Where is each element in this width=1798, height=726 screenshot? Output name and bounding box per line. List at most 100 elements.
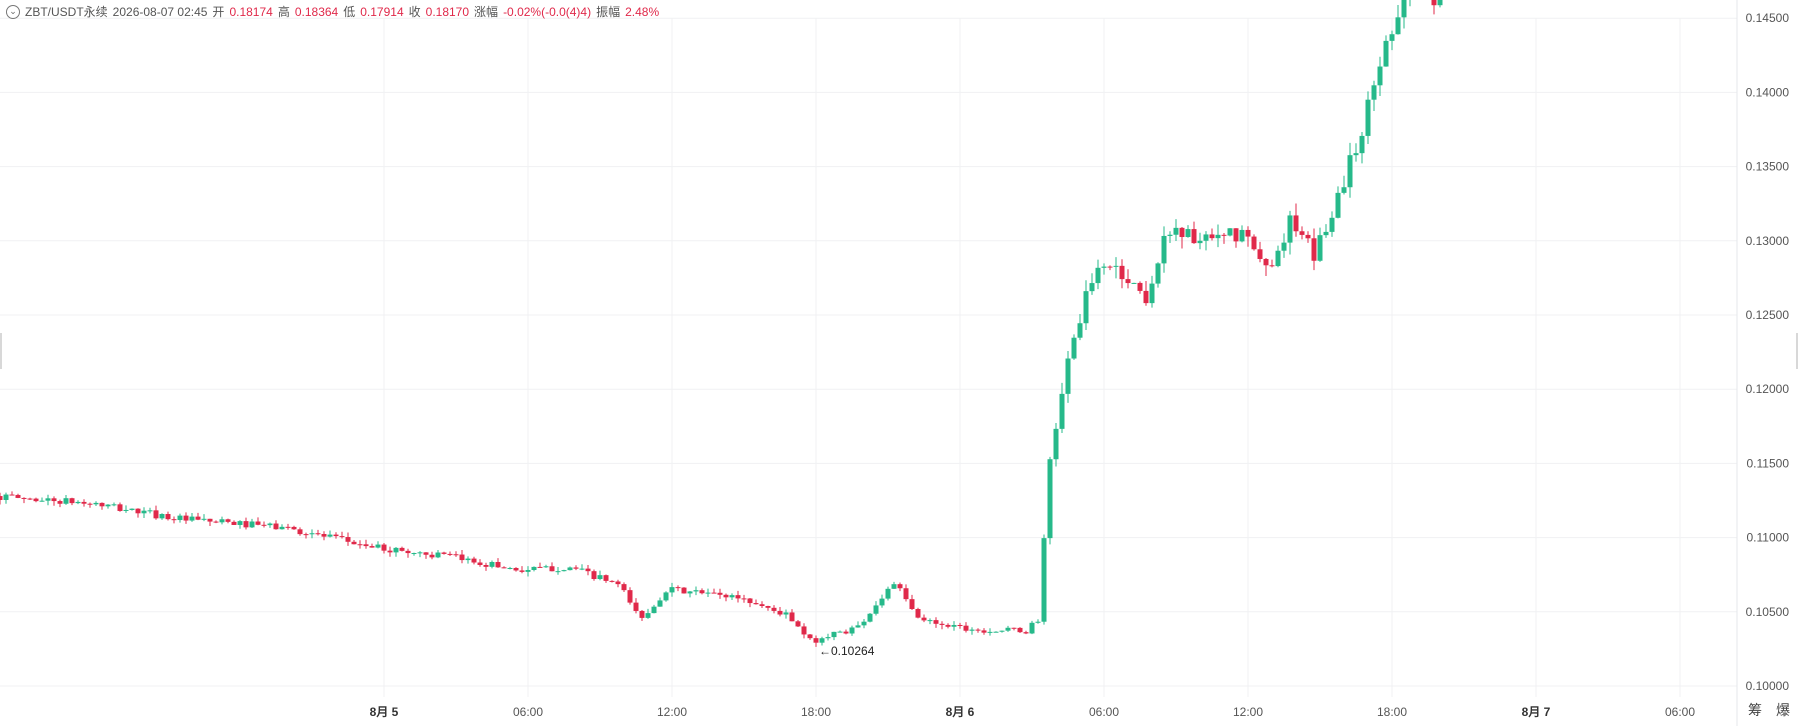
candle	[105, 504, 111, 509]
candle-body	[333, 534, 339, 537]
candle	[579, 564, 585, 571]
candle-body	[1185, 229, 1191, 238]
candle	[519, 566, 525, 574]
candle	[279, 524, 285, 530]
candle-body	[1029, 622, 1035, 634]
high-value: 0.18364	[294, 4, 339, 19]
candle-body	[201, 518, 207, 520]
candle	[129, 508, 135, 511]
candle	[1431, 0, 1437, 15]
candle	[1005, 625, 1011, 632]
candle-body	[879, 598, 885, 606]
candle	[1377, 56, 1383, 96]
candle	[501, 566, 507, 569]
candle-body	[237, 521, 243, 525]
candle	[1041, 534, 1047, 625]
chevron-down-icon[interactable]: ⌄	[6, 4, 20, 19]
candle	[1185, 225, 1191, 238]
candle	[1197, 232, 1203, 250]
candles	[0, 0, 1443, 647]
candle-body	[123, 509, 129, 511]
candle	[657, 597, 663, 607]
x-tick-label: 12:00	[657, 705, 687, 719]
candle	[387, 546, 393, 557]
x-axis: 8月 5 06:00 12:00 18:00 8月 6 06:00 12:00 18:00 8月…	[370, 705, 1696, 719]
candle	[813, 635, 819, 647]
candle	[1323, 224, 1329, 238]
candle	[225, 518, 231, 524]
candle-body	[1353, 153, 1359, 156]
candle-body	[999, 630, 1005, 632]
x-tick-label: 8月 7	[1522, 705, 1551, 719]
candle-body	[375, 544, 381, 548]
candle-body	[663, 592, 669, 601]
candle-body	[549, 566, 555, 572]
candle	[243, 517, 249, 530]
close-label: 收	[408, 5, 421, 19]
candle-body	[1053, 428, 1059, 460]
candle-body	[1299, 231, 1305, 235]
candle	[999, 630, 1005, 633]
y-tick-label: 0.10500	[1746, 605, 1790, 619]
candle-body	[573, 567, 579, 569]
candle-body	[831, 631, 837, 638]
candle-body	[1191, 229, 1197, 244]
candle	[1395, 5, 1401, 35]
candle	[663, 591, 669, 602]
candle	[1347, 142, 1353, 198]
candle	[309, 529, 315, 539]
candle	[639, 609, 645, 621]
candle-body	[783, 612, 789, 615]
tab-liquidation[interactable]: 爆	[1776, 702, 1790, 718]
candle-body	[1101, 266, 1107, 268]
candle	[39, 497, 45, 502]
candle-body	[1389, 34, 1395, 41]
candle	[1409, 0, 1411, 7]
candle	[1095, 259, 1101, 290]
candle-body	[291, 526, 297, 530]
candle	[957, 622, 963, 629]
candle-body	[345, 537, 351, 542]
candle	[621, 582, 627, 592]
candle-body	[9, 494, 15, 496]
candle-body	[477, 562, 483, 565]
candle	[555, 566, 561, 575]
candle	[1269, 259, 1275, 268]
candle-body	[351, 541, 357, 545]
candle-body	[585, 568, 591, 572]
candle-body	[729, 595, 735, 598]
left-resize-handle[interactable]	[0, 333, 2, 369]
candle-body	[1257, 249, 1263, 259]
tab-chips[interactable]: 筹	[1748, 702, 1762, 718]
candle-body	[951, 624, 957, 627]
candle-body	[69, 498, 75, 504]
symbol-name[interactable]: ZBT/USDT永续	[25, 5, 108, 19]
candle	[1221, 233, 1227, 244]
candle-body	[561, 570, 567, 572]
candle	[525, 566, 531, 577]
candle-body	[87, 503, 93, 505]
candle-body	[519, 570, 525, 572]
y-tick-label: 0.14000	[1746, 85, 1790, 99]
candle-body	[717, 592, 723, 595]
change-label: 涨幅	[474, 5, 499, 19]
candle	[297, 527, 303, 536]
candle	[15, 493, 21, 499]
right-resize-handle[interactable]	[1796, 333, 1798, 369]
candle	[1017, 627, 1023, 634]
candle	[741, 594, 747, 603]
candle	[237, 520, 243, 529]
candle	[495, 558, 501, 568]
candle-body	[57, 501, 63, 504]
candle-body	[165, 514, 171, 520]
y-tick-label: 0.12000	[1746, 382, 1790, 396]
candle	[951, 621, 957, 631]
candle-body	[507, 567, 513, 569]
candle	[1227, 228, 1233, 237]
candle-body	[1203, 234, 1209, 241]
candle	[723, 593, 729, 602]
candle	[27, 497, 33, 500]
candle	[165, 511, 171, 521]
candle	[1299, 226, 1305, 240]
